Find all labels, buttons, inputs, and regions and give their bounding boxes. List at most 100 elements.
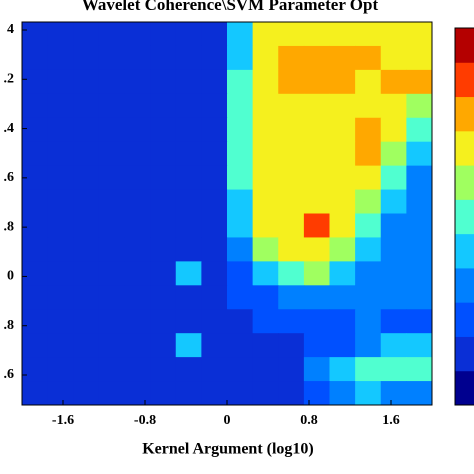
cell <box>278 213 305 238</box>
cell <box>406 237 433 262</box>
cell <box>227 237 254 262</box>
cell <box>227 117 254 143</box>
cell <box>355 165 382 191</box>
cell <box>252 69 279 95</box>
cell <box>201 213 228 238</box>
cell <box>278 22 305 47</box>
cell <box>22 189 49 214</box>
cell <box>175 309 202 334</box>
y-tick-label: .2 <box>4 72 15 87</box>
cell <box>124 69 151 95</box>
cell <box>22 69 49 95</box>
cell <box>150 165 177 191</box>
cell <box>227 333 254 358</box>
cell <box>150 309 177 334</box>
cell <box>98 309 125 334</box>
cell <box>380 357 407 382</box>
cell <box>227 189 254 214</box>
cell <box>201 141 228 167</box>
cell <box>98 333 125 358</box>
cell <box>47 117 74 143</box>
cell <box>175 69 202 95</box>
cell <box>329 285 356 310</box>
cell <box>252 333 279 358</box>
x-tick-label: -0.8 <box>134 413 156 428</box>
cell <box>124 261 151 286</box>
cell <box>252 189 279 214</box>
cell <box>201 333 228 358</box>
cell <box>175 261 202 286</box>
cell <box>98 285 125 310</box>
cell <box>22 117 49 143</box>
cell <box>175 189 202 214</box>
cell <box>22 285 49 310</box>
cell <box>47 309 74 334</box>
colorbar-segment <box>455 233 474 269</box>
cell <box>355 381 382 406</box>
cell <box>175 357 202 382</box>
cell <box>73 165 100 191</box>
cell <box>355 261 382 286</box>
cell <box>355 213 382 238</box>
cell <box>47 285 74 310</box>
x-tick-label: 0 <box>224 413 231 428</box>
cell <box>227 213 254 238</box>
cell <box>47 213 74 238</box>
cell <box>22 333 49 358</box>
cell <box>227 69 254 95</box>
cell <box>303 381 330 406</box>
cell <box>47 333 74 358</box>
cell <box>278 69 305 95</box>
cell <box>278 261 305 286</box>
cell <box>406 213 433 238</box>
cell <box>329 117 356 143</box>
y-tick-label: .4 <box>4 121 15 136</box>
cell <box>303 93 330 119</box>
cell <box>98 45 125 71</box>
cell <box>124 165 151 191</box>
cell <box>201 285 228 310</box>
cell <box>175 117 202 143</box>
cell <box>252 381 279 406</box>
cell <box>150 213 177 238</box>
y-tick-label: .6 <box>4 367 15 382</box>
x-axis-label: Kernel Argument (log10) <box>142 441 314 458</box>
cell <box>73 261 100 286</box>
cell <box>355 117 382 143</box>
cell <box>355 333 382 358</box>
cell <box>406 333 433 358</box>
cell <box>98 69 125 95</box>
cell <box>22 93 49 119</box>
colorbar-segment <box>455 336 474 372</box>
colorbar-segment <box>455 199 474 235</box>
cell <box>380 165 407 191</box>
cell <box>73 309 100 334</box>
cell <box>201 45 228 71</box>
cell <box>150 22 177 47</box>
cell <box>201 189 228 214</box>
cell <box>22 237 49 262</box>
cell <box>201 237 228 262</box>
cell <box>303 117 330 143</box>
cell <box>380 117 407 143</box>
cell <box>380 285 407 310</box>
chart-title: Wavelet Coherence\SVM Parameter Opt <box>82 0 379 14</box>
cell <box>227 381 254 406</box>
cell <box>252 357 279 382</box>
cell <box>201 93 228 119</box>
cell <box>406 141 433 167</box>
cell <box>98 22 125 47</box>
cell <box>201 22 228 47</box>
cell <box>98 165 125 191</box>
y-tick-label: .6 <box>4 170 15 185</box>
y-tick-label: 0 <box>7 269 14 284</box>
cell <box>380 309 407 334</box>
cell <box>47 93 74 119</box>
cell <box>150 237 177 262</box>
cell <box>329 309 356 334</box>
cell <box>98 261 125 286</box>
colorbar-segment <box>455 370 474 406</box>
cell <box>303 333 330 358</box>
cell <box>73 22 100 47</box>
